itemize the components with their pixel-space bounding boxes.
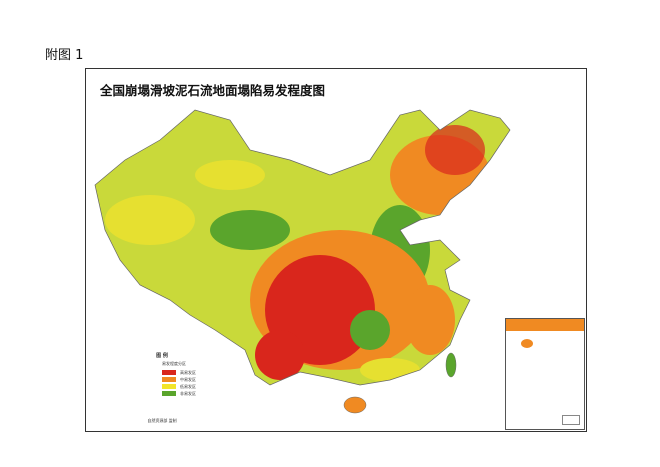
map-frame — [85, 68, 587, 432]
swatch-low — [162, 384, 176, 389]
zone-high — [425, 125, 485, 175]
legend-label: 非易发区 — [180, 390, 196, 396]
legend-item-non: 非易发区 — [162, 390, 196, 397]
zone-non — [210, 210, 290, 250]
legend-label: 低易发区 — [180, 383, 196, 389]
national-border — [94, 109, 511, 386]
swatch-non — [162, 391, 176, 396]
swatch-medium — [162, 377, 176, 382]
zone-medium — [405, 285, 455, 355]
zone-low — [195, 160, 265, 190]
swatch-high — [162, 370, 176, 375]
zone-low — [105, 195, 195, 245]
inset-hainan — [521, 339, 533, 348]
legend: 图 例 易发程度分区 高易发区 中易发区 低易发区 非易发区 — [92, 352, 232, 396]
inset-scale-box — [562, 415, 580, 425]
inset-mainland — [506, 319, 584, 331]
approval-text: 自然资源部 监制 — [147, 418, 177, 423]
figure-label: 附图 1 — [45, 48, 84, 63]
south-china-sea-inset — [505, 318, 585, 430]
zone-legend-heading: 易发程度分区 — [162, 361, 186, 366]
zone-legend: 易发程度分区 高易发区 中易发区 低易发区 非易发区 — [162, 361, 196, 397]
legend-label: 中易发区 — [180, 376, 196, 382]
legend-heading: 图 例 — [156, 353, 168, 359]
zone-high — [255, 330, 305, 380]
legend-label: 高易发区 — [180, 369, 196, 375]
legend-item-low: 低易发区 — [162, 383, 196, 390]
legend-item-high: 高易发区 — [162, 369, 196, 376]
zone-low — [360, 358, 420, 382]
hainan-island — [343, 396, 367, 414]
legend-item-medium: 中易发区 — [162, 376, 196, 383]
map-title: 全国崩塌滑坡泥石流地面塌陷易发程度图 — [100, 83, 326, 98]
zone-non — [350, 310, 390, 350]
taiwan-island — [445, 352, 457, 378]
